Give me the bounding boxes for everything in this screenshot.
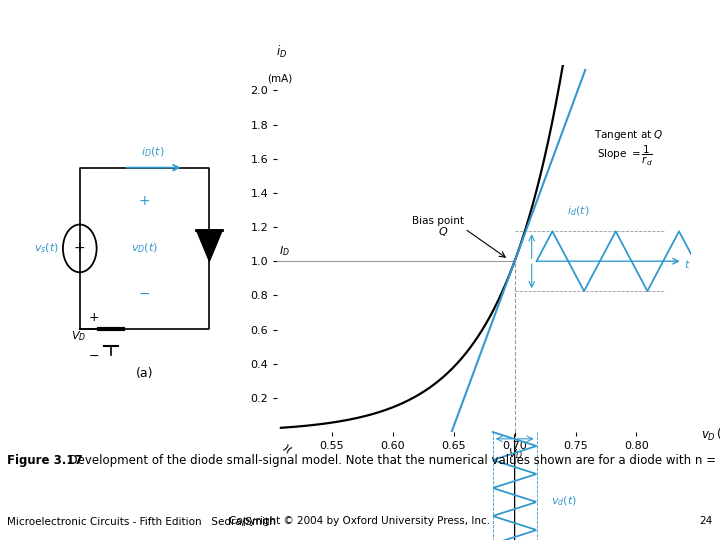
Text: (mA): (mA) [268, 73, 293, 83]
Text: $v_d(t)$: $v_d(t)$ [552, 494, 577, 508]
Polygon shape [197, 230, 222, 261]
Text: $V_D$: $V_D$ [71, 329, 86, 343]
Text: $i_d(t)$: $i_d(t)$ [567, 205, 589, 218]
Text: Bias point: Bias point [412, 217, 464, 226]
Text: $\asymp$: $\asymp$ [278, 441, 297, 460]
Text: Microelectronic Circuits - Fifth Edition   Sedra/Smith: Microelectronic Circuits - Fifth Edition… [7, 516, 276, 526]
Text: +: + [89, 310, 99, 323]
Text: Slope $= \dfrac{1}{r_d}$: Slope $= \dfrac{1}{r_d}$ [598, 144, 654, 168]
Text: 24: 24 [700, 516, 713, 526]
Text: $-$: $-$ [138, 286, 150, 300]
Text: $V_D$: $V_D$ [508, 447, 523, 461]
Text: Development of the diode small-signal model. Note that the numerical values show: Development of the diode small-signal mo… [61, 454, 720, 467]
Text: +: + [74, 241, 86, 255]
Text: $i_D$: $i_D$ [276, 44, 287, 60]
Text: Tangent at $Q$: Tangent at $Q$ [594, 128, 664, 142]
Text: Copyright © 2004 by Oxford University Press, Inc.: Copyright © 2004 by Oxford University Pr… [230, 516, 490, 526]
Text: $t$: $t$ [684, 258, 690, 270]
Text: $i_D(t)$: $i_D(t)$ [140, 145, 164, 159]
Text: $v_D(t)$: $v_D(t)$ [131, 241, 158, 255]
Text: $I_D$: $I_D$ [279, 244, 290, 258]
Text: $-$: $-$ [89, 349, 99, 362]
Text: $Q$: $Q$ [438, 225, 448, 238]
Text: +: + [139, 194, 150, 208]
Text: $v_D\,(V)$: $v_D\,(V)$ [701, 427, 720, 443]
Text: (a): (a) [136, 367, 153, 380]
Text: $v_s(t)$: $v_s(t)$ [34, 241, 59, 255]
Text: Figure 3.17: Figure 3.17 [7, 454, 83, 467]
